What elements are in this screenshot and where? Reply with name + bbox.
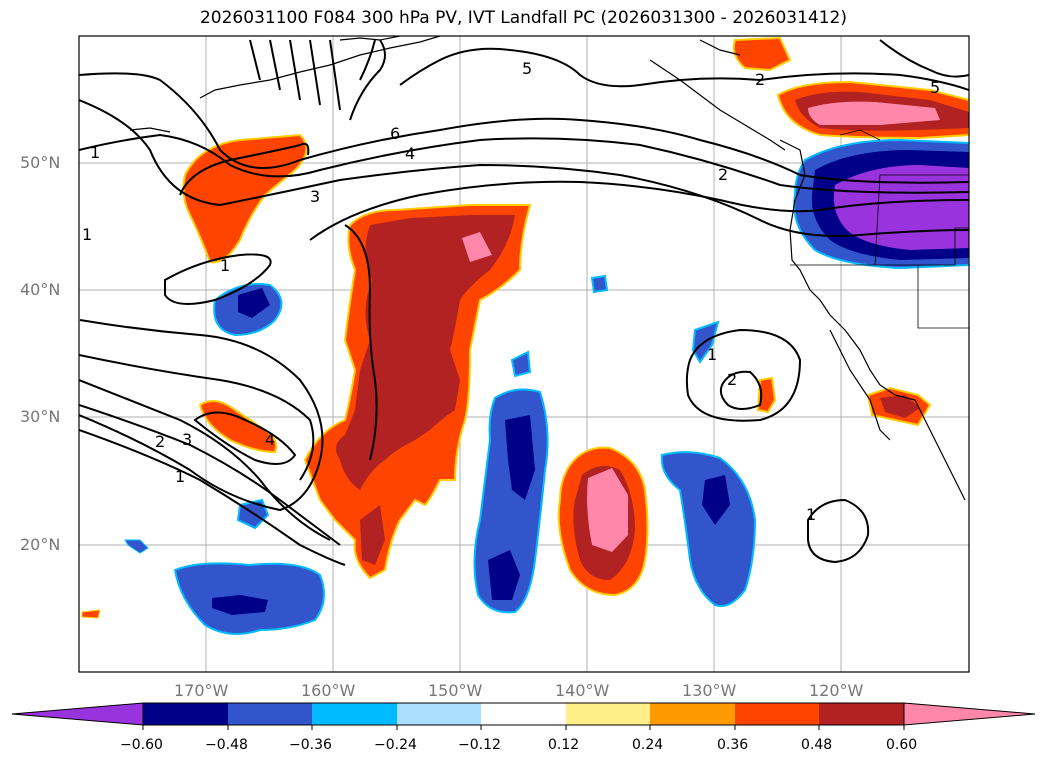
- colorbar-tick-label: 0.12: [548, 737, 580, 753]
- lat-label: 40°N: [20, 280, 61, 299]
- lon-label: 120°W: [809, 681, 864, 700]
- state-borders: [790, 129, 969, 329]
- colorbar-extend-left: [11, 702, 144, 726]
- colorbar-tick-label: 0.36: [717, 737, 749, 753]
- contour-label: 5: [930, 78, 940, 97]
- lat-label: 20°N: [20, 535, 61, 554]
- contour-label: 2: [755, 70, 765, 89]
- colorbar-tick-label: 0.24: [632, 737, 664, 753]
- coastlines: [129, 36, 966, 501]
- colorbar-tick-label: −0.36: [289, 737, 332, 753]
- contour-label: 4: [405, 144, 415, 163]
- colorbar-tick-label: 0.48: [801, 737, 833, 753]
- lon-label: 150°W: [428, 681, 483, 700]
- contour-label: 1: [175, 467, 185, 486]
- colorbar-extend-right: [903, 702, 1036, 726]
- contour-label: 2: [718, 165, 728, 184]
- lon-label: 140°W: [555, 681, 610, 700]
- lon-label: 170°W: [174, 681, 229, 700]
- positive-anomaly-fields: [81, 36, 969, 619]
- map-border: [78, 35, 970, 673]
- lat-label: 50°N: [20, 153, 61, 172]
- map-title: 2026031100 F084 300 hPa PV, IVT Landfall…: [199, 8, 847, 28]
- contour-label: 1: [90, 143, 100, 162]
- lat-label: 30°N: [20, 407, 61, 426]
- contour-label: 2: [155, 432, 165, 451]
- contour-label: 4: [265, 430, 275, 449]
- colorbar-tick-label: −0.60: [120, 737, 163, 753]
- contour-label: 1: [707, 345, 717, 364]
- contour-label: 1: [220, 256, 230, 275]
- lon-label: 160°W: [301, 681, 356, 700]
- colorbar-tick-label: −0.48: [205, 737, 248, 753]
- colorbar-tick-label: −0.12: [458, 737, 501, 753]
- contour-label: 3: [310, 187, 320, 206]
- contour-label-layer: 5 5 6 4 3 2 1 1 1 2 3 4 2 1 1 2 1: [82, 59, 940, 524]
- lon-label: 130°W: [682, 681, 737, 700]
- colorbar: [11, 702, 1036, 730]
- colorbar-tick-label: −0.24: [374, 737, 417, 753]
- contour-label: 5: [522, 59, 532, 78]
- colorbar-tick-label: 0.60: [886, 737, 918, 753]
- contour-label: 1: [806, 505, 816, 524]
- contour-label: 2: [727, 370, 737, 389]
- contour-label: 3: [182, 430, 192, 449]
- negative-anomaly-fields: [124, 138, 969, 635]
- contour-label: 1: [82, 225, 92, 244]
- contour-label: 6: [390, 124, 400, 143]
- pv-contours: [79, 39, 969, 566]
